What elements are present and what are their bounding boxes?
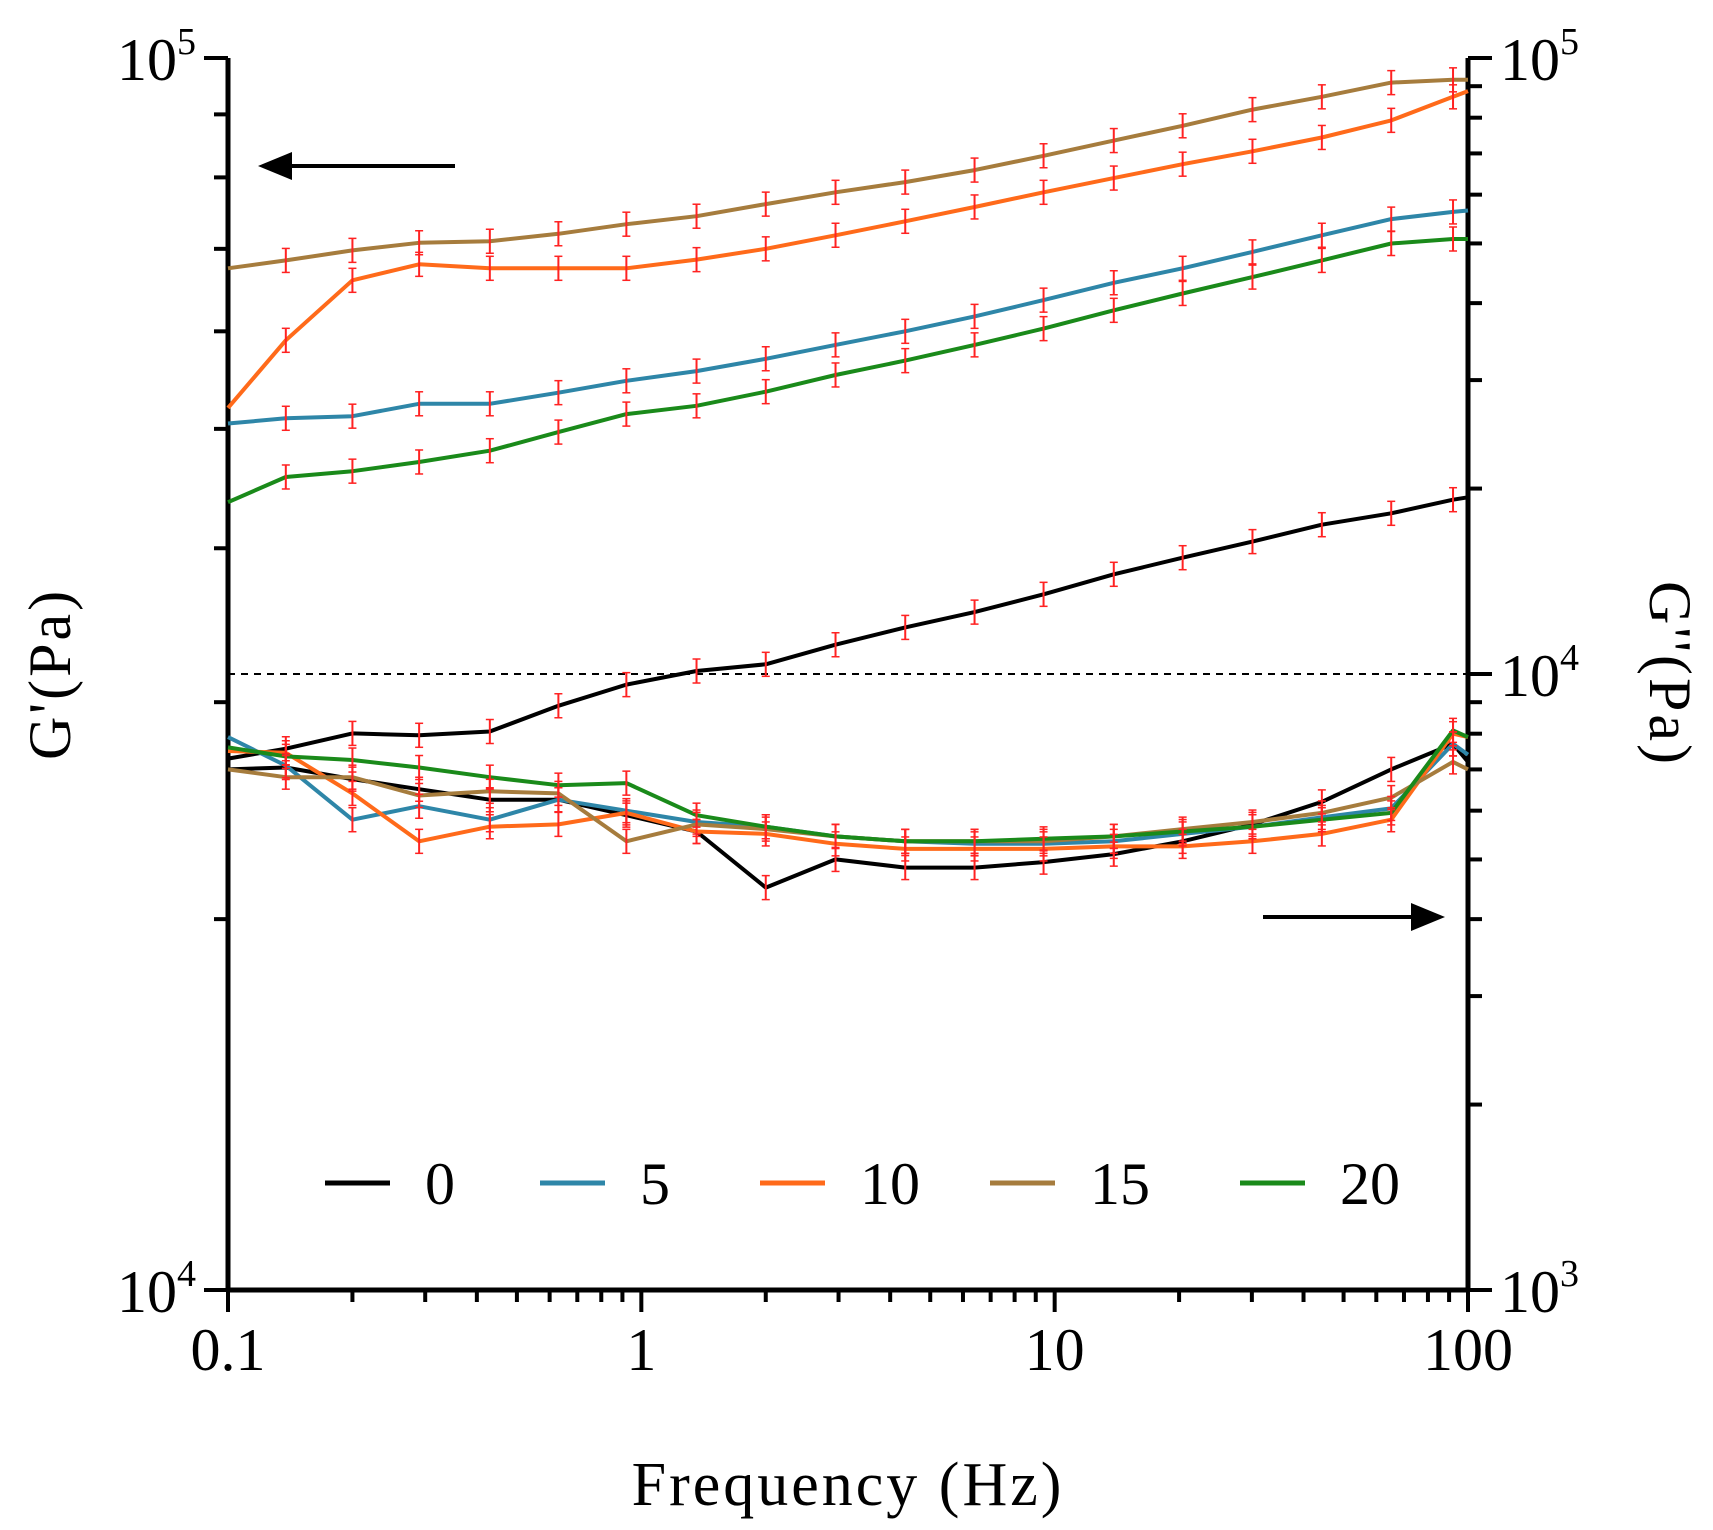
right-axis-title: G''(Pa) bbox=[1637, 581, 1703, 767]
legend-label: 10 bbox=[860, 1151, 920, 1217]
right-tick-labels: 103 104 105 bbox=[1500, 21, 1579, 1325]
right-tick-label-1e4: 104 bbox=[1500, 637, 1579, 709]
right-axis-arrow-icon bbox=[1263, 903, 1445, 931]
error-bars bbox=[281, 67, 1458, 901]
x-tick-label: 0.1 bbox=[191, 1317, 266, 1383]
left-tick-labels: 104 105 bbox=[117, 21, 196, 1325]
left-tick-label-1e5: 105 bbox=[117, 21, 196, 93]
legend-label: 20 bbox=[1340, 1151, 1400, 1217]
series-layer bbox=[226, 77, 1470, 890]
left-axis-arrow-icon bbox=[258, 152, 455, 180]
legend-item: 20 bbox=[1240, 1151, 1400, 1217]
x-axis-title: Frequency (Hz) bbox=[632, 1451, 1065, 1519]
legend: 0 5 10 15 20 bbox=[325, 1151, 1400, 1217]
x-tick-label: 100 bbox=[1423, 1317, 1513, 1383]
right-tick-label-1e5: 105 bbox=[1500, 21, 1579, 93]
series-0-g-double-prime-line bbox=[227, 741, 1470, 890]
legend-label: 15 bbox=[1090, 1151, 1150, 1217]
series-0-g-prime-line bbox=[227, 495, 1469, 761]
series-10-g-double-prime-line bbox=[227, 731, 1469, 851]
series-20-g-prime-line bbox=[227, 237, 1468, 505]
legend-label: 0 bbox=[425, 1151, 455, 1217]
x-tick-label: 1 bbox=[626, 1317, 656, 1383]
left-tick-label-1e4: 104 bbox=[117, 1253, 196, 1325]
legend-label: 5 bbox=[640, 1151, 670, 1217]
legend-item: 15 bbox=[990, 1151, 1150, 1217]
series-20-g-double-prime-line bbox=[227, 728, 1469, 844]
left-axis-title: G'(Pa) bbox=[17, 588, 83, 760]
legend-item: 5 bbox=[540, 1151, 670, 1217]
legend-item: 10 bbox=[760, 1151, 920, 1217]
series-10-g-prime-line bbox=[226, 89, 1469, 410]
x-tick-labels: 0.1 1 10 100 bbox=[191, 1317, 1514, 1383]
right-tick-label-1e3: 103 bbox=[1500, 1253, 1579, 1325]
x-tick-label: 10 bbox=[1025, 1317, 1085, 1383]
series-15-g-double-prime-line bbox=[227, 759, 1469, 844]
series-5-g-prime-line bbox=[227, 208, 1469, 426]
legend-item: 0 bbox=[325, 1151, 455, 1217]
series-15-g-prime-line bbox=[227, 77, 1468, 271]
